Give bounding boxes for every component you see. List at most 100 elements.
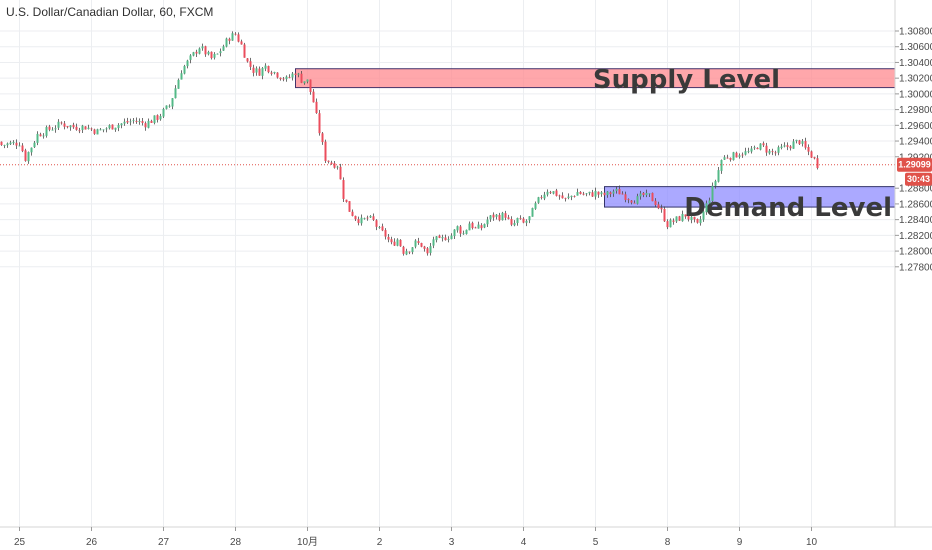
candle-body (462, 233, 465, 235)
candle-body (798, 140, 801, 145)
zones: Supply Level Demand Level (295, 65, 896, 223)
candle-body (186, 60, 189, 67)
candle-body (477, 224, 480, 229)
candle-body (792, 141, 795, 149)
candle-body (366, 217, 369, 219)
candle-body (714, 181, 717, 186)
candle-body (492, 214, 495, 218)
candle-body (402, 246, 405, 254)
candle-body (606, 191, 609, 196)
candle-body (771, 151, 774, 153)
candle-body (684, 214, 687, 217)
axes (0, 0, 932, 528)
candle-body (99, 129, 102, 131)
candle-body (234, 33, 237, 35)
candle-body (411, 247, 414, 253)
y-tick-label: 1.30800 (899, 27, 932, 38)
candle-body (720, 160, 723, 171)
candle-body (345, 199, 348, 202)
candle-body (561, 195, 564, 199)
candle-body (471, 222, 474, 229)
candle-body (15, 142, 18, 146)
candle-body (267, 66, 270, 73)
candle-body (222, 46, 225, 51)
candle-body (570, 195, 573, 198)
candle-body (393, 241, 396, 246)
candle-body (429, 246, 432, 253)
y-tick-label: 1.29600 (899, 121, 932, 132)
candle-body (102, 129, 105, 131)
candle-body (219, 51, 222, 54)
candle-body (9, 142, 12, 145)
candle-body (753, 147, 756, 149)
candle-body (354, 215, 357, 220)
candle-body (297, 73, 300, 75)
y-tick-label: 1.28000 (899, 247, 932, 258)
candle-body (210, 51, 213, 59)
candle-body (108, 125, 111, 129)
candle-body (789, 146, 792, 149)
candle-body (3, 145, 6, 146)
candle-body (315, 101, 318, 114)
candle-body (591, 192, 594, 197)
candle-body (579, 191, 582, 194)
candle-body (126, 120, 129, 123)
candle-body (348, 201, 351, 212)
supply-level-label: Supply Level (593, 65, 780, 95)
x-tick-labels: 25 26 27 28 10月 2 3 4 5 8 9 10 (14, 527, 818, 548)
candle-body (585, 193, 588, 195)
y-tick-label: 1.30200 (899, 74, 932, 85)
candle-body (549, 192, 552, 194)
candle-body (273, 72, 276, 74)
candle-body (717, 170, 720, 182)
candle-body (360, 217, 363, 224)
candle-body (303, 81, 306, 84)
candle-body (480, 225, 483, 229)
candle-body (183, 66, 186, 74)
candle-body (777, 147, 780, 153)
candle-body (726, 157, 729, 159)
candle-body (174, 88, 177, 99)
candle-body (390, 239, 393, 243)
candle-body (564, 197, 567, 199)
candle-body (78, 130, 81, 132)
candle-body (438, 235, 441, 238)
candle-body (525, 220, 528, 223)
y-tick-label: 1.28200 (899, 231, 932, 242)
y-tick-label: 1.30400 (899, 58, 932, 69)
candle-body (573, 196, 576, 197)
x-tick-label: 10 (806, 537, 818, 548)
candle-body (615, 188, 618, 191)
candle-body (552, 191, 555, 194)
candle-body (432, 239, 435, 246)
candle-body (156, 115, 159, 120)
candle-body (465, 229, 468, 234)
candle-body (609, 192, 612, 195)
candle-body (168, 105, 171, 107)
countdown-badge (905, 172, 932, 186)
candle-body (531, 208, 534, 217)
candle-body (711, 185, 714, 201)
candle-body (246, 58, 249, 62)
candle-body (516, 218, 519, 223)
candle-body (447, 239, 450, 240)
candle-body (657, 204, 660, 209)
candle-body (699, 219, 702, 224)
candle-body (135, 120, 138, 122)
candle-body (51, 129, 54, 131)
candle-body (387, 236, 390, 240)
candle-body (300, 73, 303, 83)
candle-body (255, 68, 258, 73)
candle-body (282, 78, 285, 80)
candle-body (243, 44, 246, 58)
y-tick-label: 1.29800 (899, 105, 932, 116)
candle-body (237, 34, 240, 42)
candle-body (291, 73, 294, 78)
candle-body (621, 193, 624, 195)
candle-body (90, 128, 93, 130)
candle-body (39, 134, 42, 137)
current-price-badge (897, 157, 932, 172)
candle-body (513, 223, 516, 226)
